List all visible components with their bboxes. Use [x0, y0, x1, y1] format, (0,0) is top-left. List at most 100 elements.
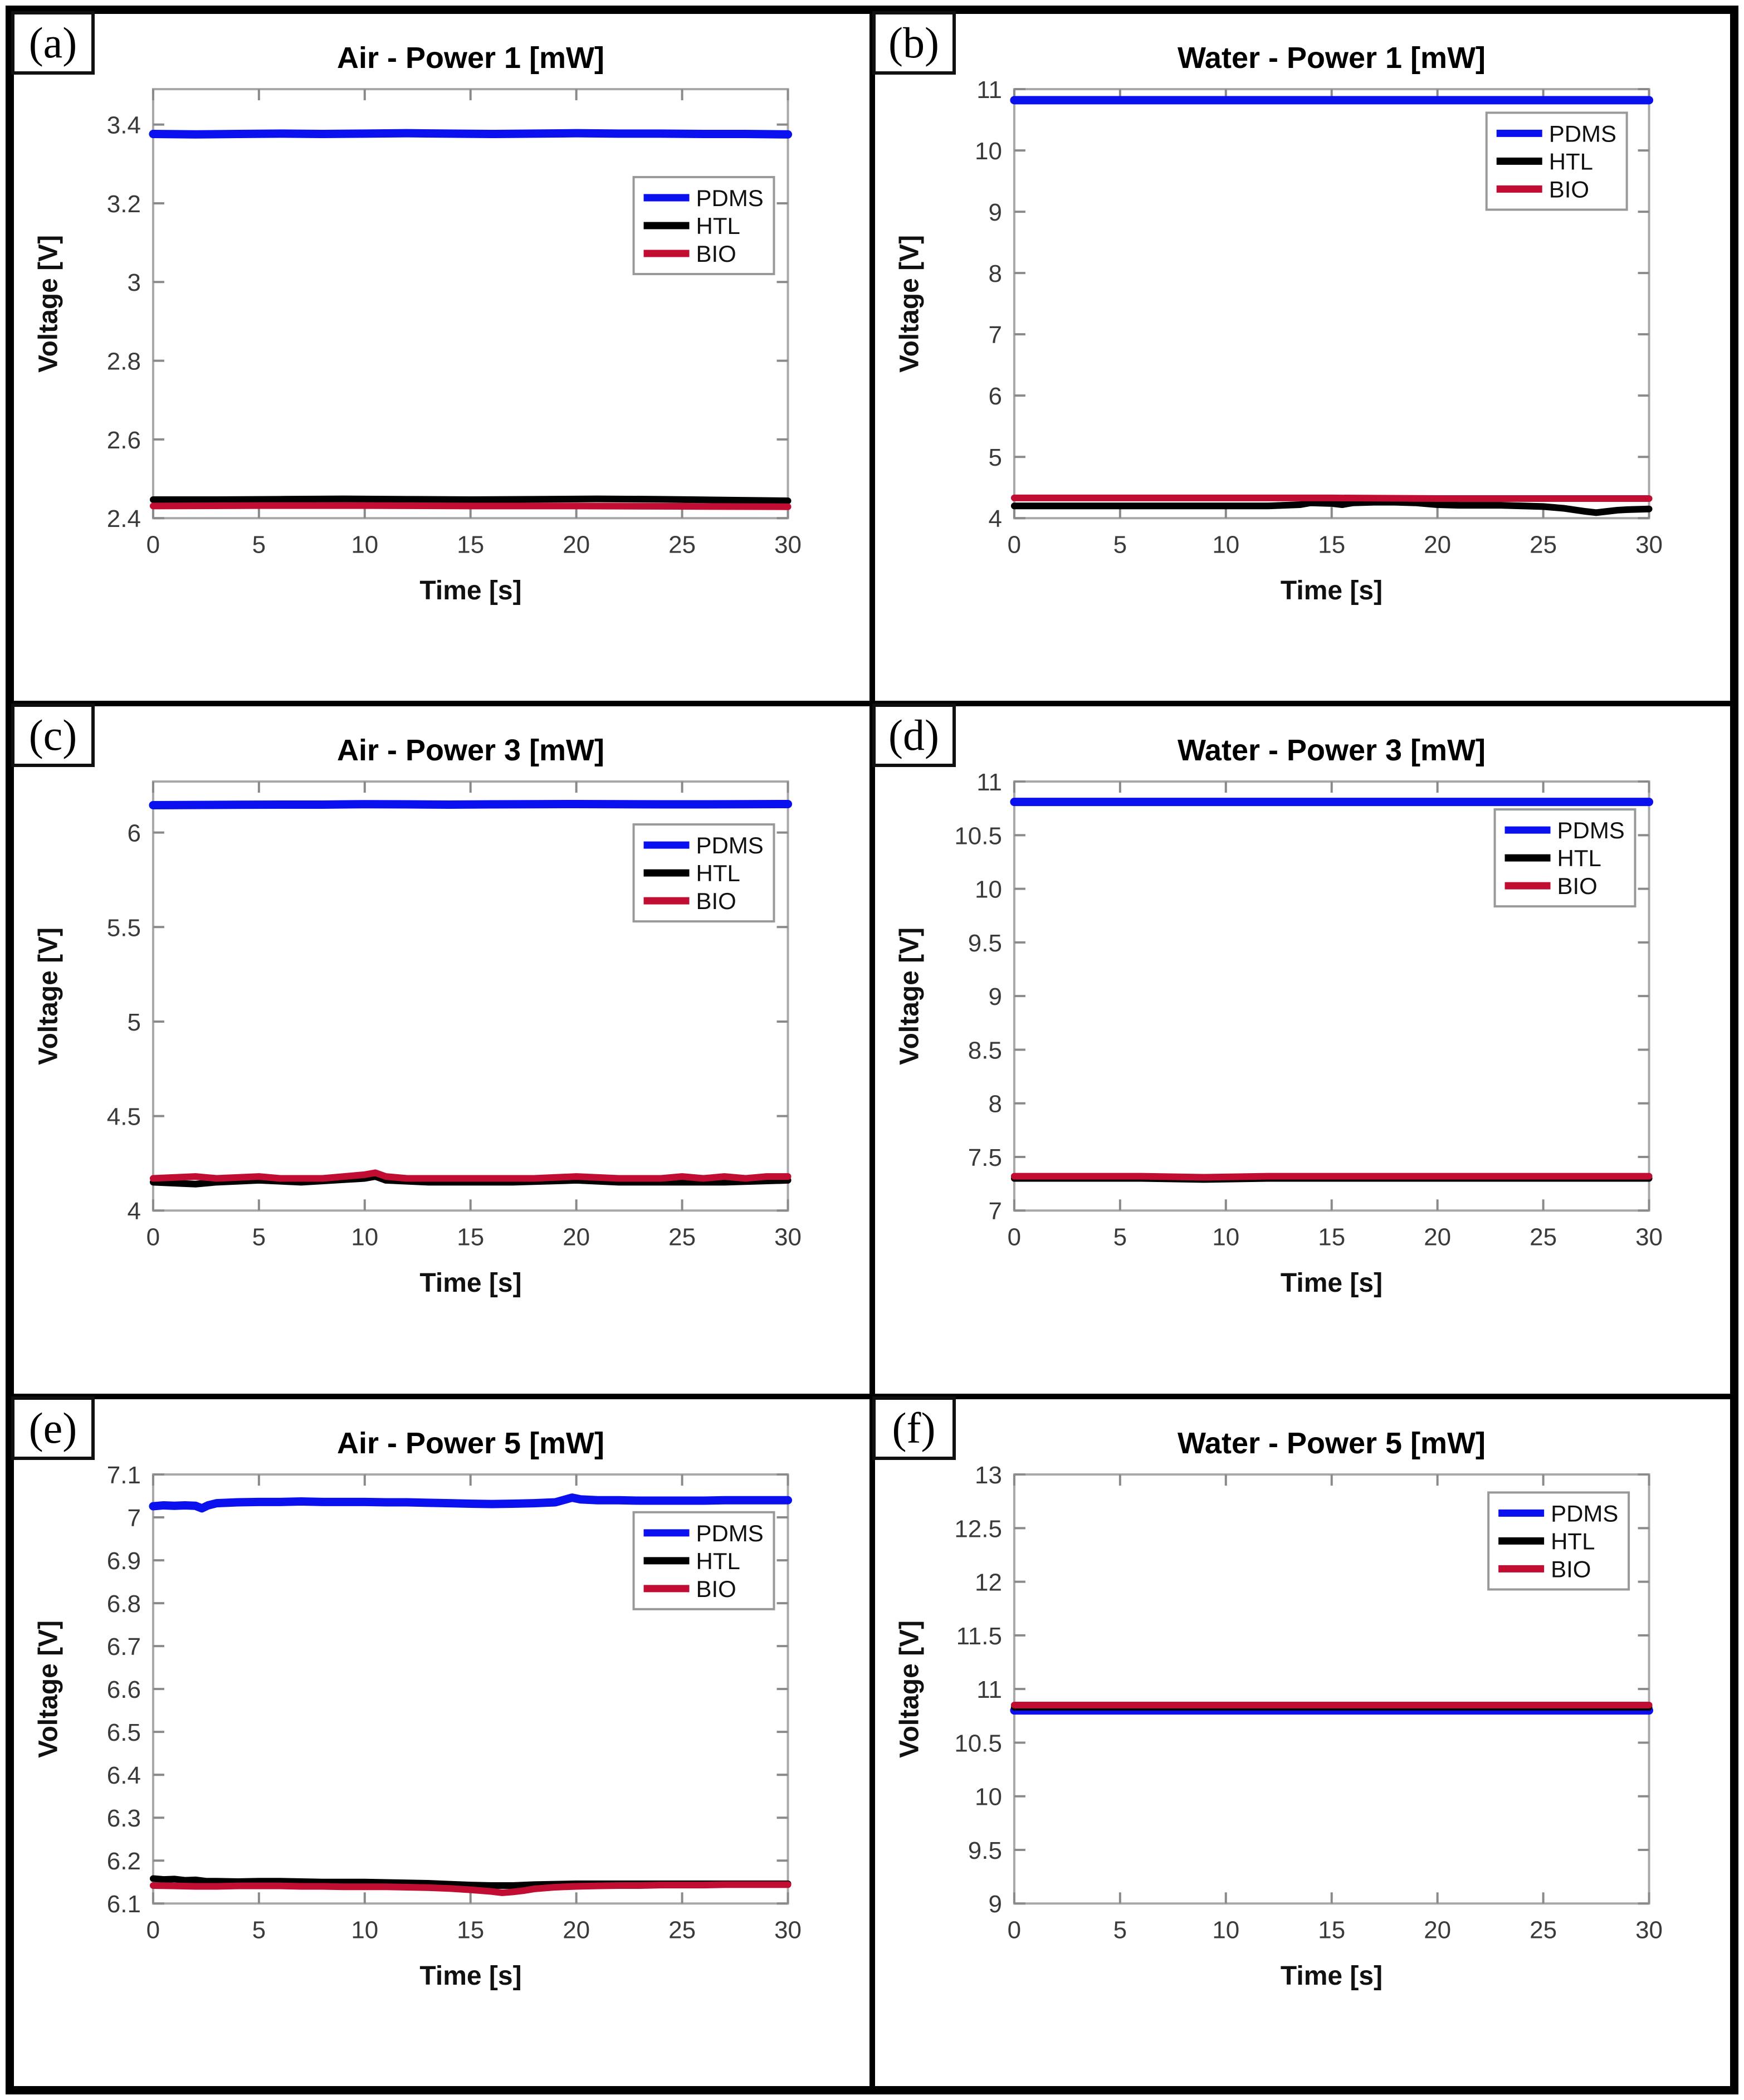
chart-title-d: Water - Power 3 [mW] — [1177, 734, 1486, 768]
svg-text:25: 25 — [1530, 1224, 1557, 1251]
svg-text:5: 5 — [252, 531, 266, 558]
svg-text:6.2: 6.2 — [107, 1848, 141, 1875]
svg-text:PDMS: PDMS — [696, 185, 764, 211]
svg-text:10: 10 — [1212, 1916, 1239, 1943]
svg-text:0: 0 — [146, 1916, 160, 1943]
svg-text:10: 10 — [1212, 1224, 1239, 1251]
svg-text:HTL: HTL — [1551, 1528, 1595, 1554]
svg-text:PDMS: PDMS — [696, 832, 764, 858]
svg-text:12.5: 12.5 — [954, 1515, 1002, 1542]
svg-text:4.5: 4.5 — [107, 1103, 141, 1131]
chart-title-c: Air - Power 3 [mW] — [336, 734, 605, 768]
chart-svg: 0 5 10 15 20 25 30 9 9.5 10 10.5 11 11.5 12 12.5 13 PDMS… — [954, 1462, 1663, 1943]
svg-text:9.5: 9.5 — [968, 1837, 1002, 1864]
svg-text:20: 20 — [563, 1224, 590, 1251]
x-axis-label-e: Time [s] — [419, 1961, 522, 1991]
svg-text:5: 5 — [1113, 1916, 1126, 1943]
svg-text:10: 10 — [975, 138, 1002, 165]
svg-text:BIO: BIO — [696, 241, 736, 267]
svg-text:15: 15 — [1318, 1224, 1345, 1251]
svg-text:10.5: 10.5 — [954, 823, 1002, 850]
svg-text:6: 6 — [988, 383, 1002, 410]
panel-d: (d) Water - Power 3 [mW] Voltage [V] 0 5 1… — [872, 704, 1733, 1396]
svg-text:20: 20 — [1424, 1916, 1451, 1943]
chart-title-a: Air - Power 1 [mW] — [336, 41, 605, 75]
svg-text:11: 11 — [976, 76, 1002, 104]
svg-text:6.3: 6.3 — [107, 1805, 141, 1832]
svg-text:0: 0 — [146, 531, 160, 558]
svg-text:6.7: 6.7 — [107, 1633, 141, 1661]
svg-text:25: 25 — [668, 1916, 696, 1943]
svg-text:BIO: BIO — [1548, 176, 1589, 202]
svg-text:PDMS: PDMS — [696, 1520, 764, 1546]
svg-text:6.4: 6.4 — [107, 1762, 141, 1789]
plot-canvas-f: 0 5 10 15 20 25 30 9 9.5 10 10.5 11 11.5 12 12.5 13 PDMS… — [875, 1399, 1731, 2086]
svg-text:25: 25 — [668, 531, 696, 558]
svg-text:10: 10 — [1212, 531, 1239, 558]
svg-text:4: 4 — [127, 1198, 140, 1225]
svg-text:11: 11 — [976, 769, 1002, 796]
svg-text:6.9: 6.9 — [107, 1547, 141, 1575]
plot-canvas-d: 0 5 10 15 20 25 30 7 7.5 8 8.5 9 9.5 10 10.5 11 PDMS HTL B… — [875, 706, 1731, 1393]
svg-text:20: 20 — [563, 531, 590, 558]
svg-text:15: 15 — [1318, 1916, 1345, 1943]
panel-letter-d: (d) — [872, 704, 956, 768]
svg-text:5: 5 — [988, 444, 1002, 471]
svg-text:5: 5 — [127, 1009, 140, 1036]
svg-text:30: 30 — [1635, 1916, 1663, 1943]
svg-text:11.5: 11.5 — [956, 1623, 1002, 1650]
svg-text:10: 10 — [975, 1783, 1002, 1810]
svg-text:3.4: 3.4 — [107, 112, 141, 139]
chart-svg: 0 5 10 15 20 25 30 6.1 6.2 6.3 6.4 6.5 6.6 6.7 6.8 6.9 7… — [107, 1462, 802, 1943]
svg-text:9: 9 — [988, 983, 1002, 1010]
plot-canvas-c: 0 5 10 15 20 25 30 4 4.5 5 5.5 6 PDMS HTL BIO — [14, 706, 869, 1393]
svg-text:10: 10 — [351, 1224, 378, 1251]
svg-text:20: 20 — [563, 1916, 590, 1943]
svg-text:2.8: 2.8 — [107, 348, 141, 375]
panel-letter-c: (c) — [11, 704, 95, 768]
y-axis-label-e: Voltage [V] — [33, 1620, 63, 1758]
panel-letter-b: (b) — [872, 11, 956, 75]
svg-text:10.5: 10.5 — [954, 1730, 1002, 1757]
svg-text:15: 15 — [457, 1916, 484, 1943]
svg-text:20: 20 — [1424, 1224, 1451, 1251]
svg-text:4: 4 — [988, 505, 1002, 533]
panel-f: (f) Water - Power 5 [mW] Voltage [V] 0 5 1… — [872, 1396, 1733, 2089]
svg-text:BIO: BIO — [1557, 873, 1597, 899]
svg-text:8: 8 — [988, 260, 1002, 287]
svg-text:10: 10 — [975, 876, 1002, 904]
svg-text:0: 0 — [1007, 1916, 1020, 1943]
svg-text:5.5: 5.5 — [107, 915, 141, 942]
svg-text:HTL: HTL — [1557, 845, 1601, 871]
y-axis-label-a: Voltage [V] — [33, 235, 63, 373]
svg-text:2.6: 2.6 — [107, 427, 141, 454]
y-axis-label-c: Voltage [V] — [33, 927, 63, 1065]
svg-text:10: 10 — [351, 1916, 378, 1943]
svg-text:13: 13 — [975, 1462, 1002, 1489]
chart-title-b: Water - Power 1 [mW] — [1177, 41, 1486, 75]
svg-text:0: 0 — [146, 1224, 160, 1251]
svg-text:10: 10 — [351, 531, 378, 558]
svg-text:7.5: 7.5 — [968, 1144, 1002, 1171]
panel-b: (b) Water - Power 1 [mW] Voltage [V] 0 5 1… — [872, 11, 1733, 704]
svg-text:0: 0 — [1007, 531, 1020, 558]
chart-title-e: Air - Power 5 [mW] — [336, 1426, 605, 1460]
svg-text:PDMS: PDMS — [1548, 120, 1616, 146]
svg-text:7: 7 — [988, 321, 1002, 349]
svg-text:6.8: 6.8 — [107, 1590, 141, 1618]
y-axis-label-f: Voltage [V] — [895, 1620, 924, 1758]
svg-text:9.5: 9.5 — [968, 930, 1002, 957]
svg-text:25: 25 — [1530, 1916, 1557, 1943]
svg-text:12: 12 — [975, 1569, 1002, 1596]
panel-a: (a) Air - Power 1 [mW] Voltage [V] 0 5 10 1… — [11, 11, 872, 704]
svg-text:25: 25 — [668, 1224, 696, 1251]
svg-text:3.2: 3.2 — [107, 191, 141, 218]
svg-text:BIO: BIO — [1551, 1556, 1591, 1582]
plot-canvas-b: 0 5 10 15 20 25 30 4 5 6 7 8 9 10 11 PDMS HTL BIO — [875, 14, 1731, 701]
svg-text:8: 8 — [988, 1091, 1002, 1118]
svg-text:6: 6 — [127, 820, 140, 847]
svg-text:30: 30 — [774, 1224, 802, 1251]
svg-text:9: 9 — [988, 1891, 1002, 1918]
